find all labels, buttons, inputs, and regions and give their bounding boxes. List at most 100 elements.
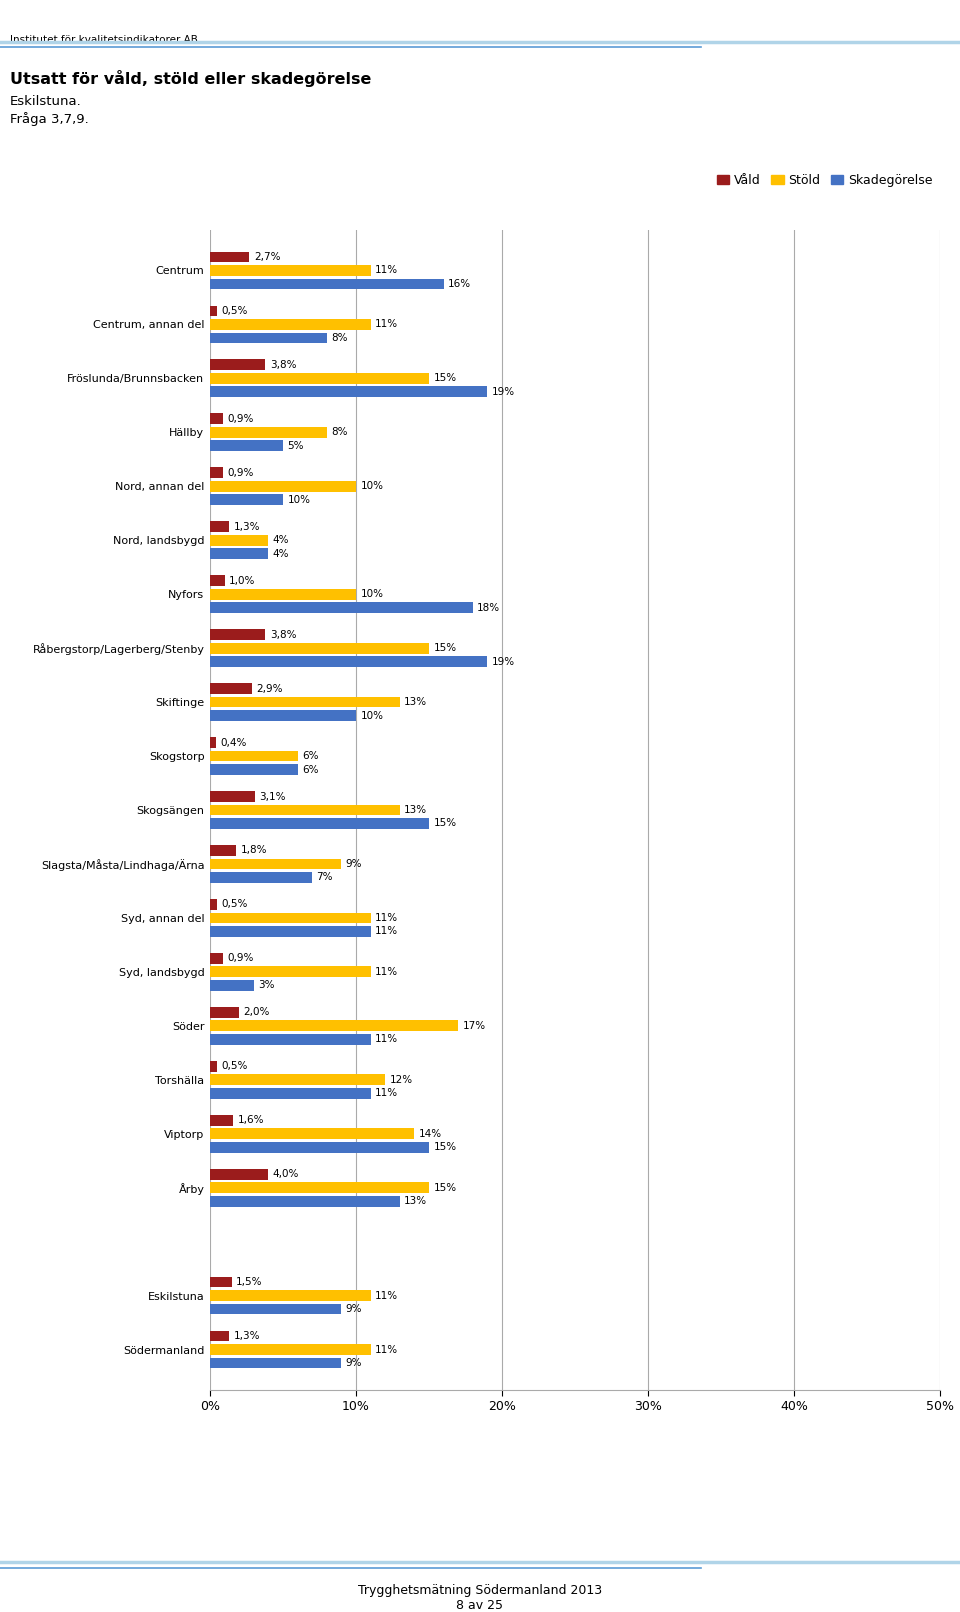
Bar bbox=[210, 899, 217, 909]
Text: Trygghetsmätning Södermanland 2013
8 av 25: Trygghetsmätning Södermanland 2013 8 av … bbox=[358, 1585, 602, 1612]
Text: 0,5%: 0,5% bbox=[222, 899, 248, 909]
Bar bbox=[210, 1277, 232, 1288]
Text: 1,0%: 1,0% bbox=[229, 575, 255, 585]
Bar bbox=[210, 427, 326, 438]
Text: 11%: 11% bbox=[375, 1291, 398, 1301]
Text: 19%: 19% bbox=[492, 656, 515, 667]
Bar bbox=[210, 603, 472, 613]
Text: 11%: 11% bbox=[375, 1088, 398, 1098]
Text: 15%: 15% bbox=[433, 643, 457, 653]
Text: 4%: 4% bbox=[273, 548, 289, 559]
Bar bbox=[210, 643, 429, 653]
Bar bbox=[210, 737, 216, 748]
Text: 10%: 10% bbox=[360, 590, 383, 600]
Text: 16%: 16% bbox=[448, 279, 471, 289]
Text: 13%: 13% bbox=[404, 696, 427, 708]
Bar bbox=[210, 683, 252, 695]
Text: 11%: 11% bbox=[375, 1035, 398, 1045]
Bar bbox=[210, 264, 371, 276]
Text: 15%: 15% bbox=[433, 1183, 457, 1193]
Text: 3%: 3% bbox=[258, 980, 275, 990]
Text: Fråga 3,7,9.: Fråga 3,7,9. bbox=[10, 111, 88, 126]
Text: 9%: 9% bbox=[346, 1357, 362, 1369]
Text: 1,3%: 1,3% bbox=[233, 1332, 260, 1341]
Bar bbox=[210, 872, 312, 883]
Text: 13%: 13% bbox=[404, 804, 427, 816]
Text: 0,5%: 0,5% bbox=[222, 306, 248, 316]
Text: 14%: 14% bbox=[419, 1128, 442, 1138]
Bar bbox=[210, 1344, 371, 1356]
Bar bbox=[210, 1061, 217, 1072]
Bar bbox=[210, 387, 488, 397]
Bar bbox=[210, 467, 223, 479]
Text: 4,0%: 4,0% bbox=[273, 1169, 300, 1180]
Text: 1,8%: 1,8% bbox=[241, 845, 267, 856]
Text: 1,6%: 1,6% bbox=[238, 1116, 264, 1125]
Bar bbox=[210, 967, 371, 977]
Text: 11%: 11% bbox=[375, 1344, 398, 1354]
Bar bbox=[210, 1033, 371, 1045]
Bar bbox=[210, 980, 253, 991]
Text: 12%: 12% bbox=[390, 1075, 413, 1085]
Text: 17%: 17% bbox=[463, 1020, 486, 1030]
Text: 8%: 8% bbox=[331, 427, 348, 437]
Text: 6%: 6% bbox=[302, 764, 319, 774]
Text: 15%: 15% bbox=[433, 374, 457, 384]
Bar bbox=[210, 1141, 429, 1153]
Text: 19%: 19% bbox=[492, 387, 515, 397]
Text: 9%: 9% bbox=[346, 1304, 362, 1314]
Bar bbox=[210, 859, 342, 869]
Text: 2,9%: 2,9% bbox=[256, 683, 283, 693]
Bar bbox=[210, 480, 356, 492]
Bar bbox=[210, 819, 429, 829]
Bar bbox=[210, 1074, 385, 1085]
Bar bbox=[210, 845, 236, 856]
Text: 3,1%: 3,1% bbox=[259, 791, 286, 801]
Text: 0,9%: 0,9% bbox=[228, 467, 253, 477]
Bar bbox=[210, 251, 250, 263]
Bar bbox=[210, 629, 266, 640]
Bar bbox=[210, 279, 444, 289]
Text: 18%: 18% bbox=[477, 603, 500, 613]
Bar bbox=[210, 764, 298, 775]
Bar bbox=[210, 1020, 458, 1032]
Bar bbox=[210, 1330, 229, 1341]
Bar bbox=[210, 319, 371, 330]
Text: 2,7%: 2,7% bbox=[253, 251, 280, 263]
Bar bbox=[210, 535, 269, 545]
Bar bbox=[210, 1116, 233, 1125]
Bar bbox=[210, 1196, 399, 1206]
Text: 11%: 11% bbox=[375, 912, 398, 924]
Bar bbox=[210, 696, 399, 708]
Bar bbox=[210, 953, 223, 964]
Bar bbox=[210, 306, 217, 316]
Text: 8%: 8% bbox=[331, 334, 348, 343]
Text: 11%: 11% bbox=[375, 927, 398, 937]
Bar bbox=[210, 1128, 415, 1140]
Bar bbox=[210, 1290, 371, 1301]
Bar bbox=[210, 548, 269, 559]
Text: 0,5%: 0,5% bbox=[222, 1061, 248, 1072]
Bar bbox=[210, 413, 223, 424]
Bar bbox=[210, 495, 283, 505]
Text: 1,3%: 1,3% bbox=[233, 522, 260, 532]
Text: 3,8%: 3,8% bbox=[270, 630, 297, 640]
Bar bbox=[210, 521, 229, 532]
Bar bbox=[210, 925, 371, 937]
Text: 7%: 7% bbox=[317, 872, 333, 882]
Bar bbox=[210, 575, 225, 587]
Text: 13%: 13% bbox=[404, 1196, 427, 1206]
Text: Eskilstuna.: Eskilstuna. bbox=[10, 95, 82, 108]
Bar bbox=[210, 359, 266, 371]
Bar bbox=[210, 588, 356, 600]
Bar bbox=[210, 332, 326, 343]
Text: Utsatt för våld, stöld eller skadegörelse: Utsatt för våld, stöld eller skadegörels… bbox=[10, 69, 371, 87]
Bar bbox=[210, 656, 488, 667]
Bar bbox=[210, 912, 371, 924]
Text: 1,5%: 1,5% bbox=[236, 1277, 263, 1286]
Bar bbox=[210, 372, 429, 384]
Text: 9%: 9% bbox=[346, 859, 362, 869]
Bar bbox=[210, 440, 283, 451]
Text: 0,4%: 0,4% bbox=[220, 738, 247, 748]
Text: 10%: 10% bbox=[287, 495, 310, 505]
